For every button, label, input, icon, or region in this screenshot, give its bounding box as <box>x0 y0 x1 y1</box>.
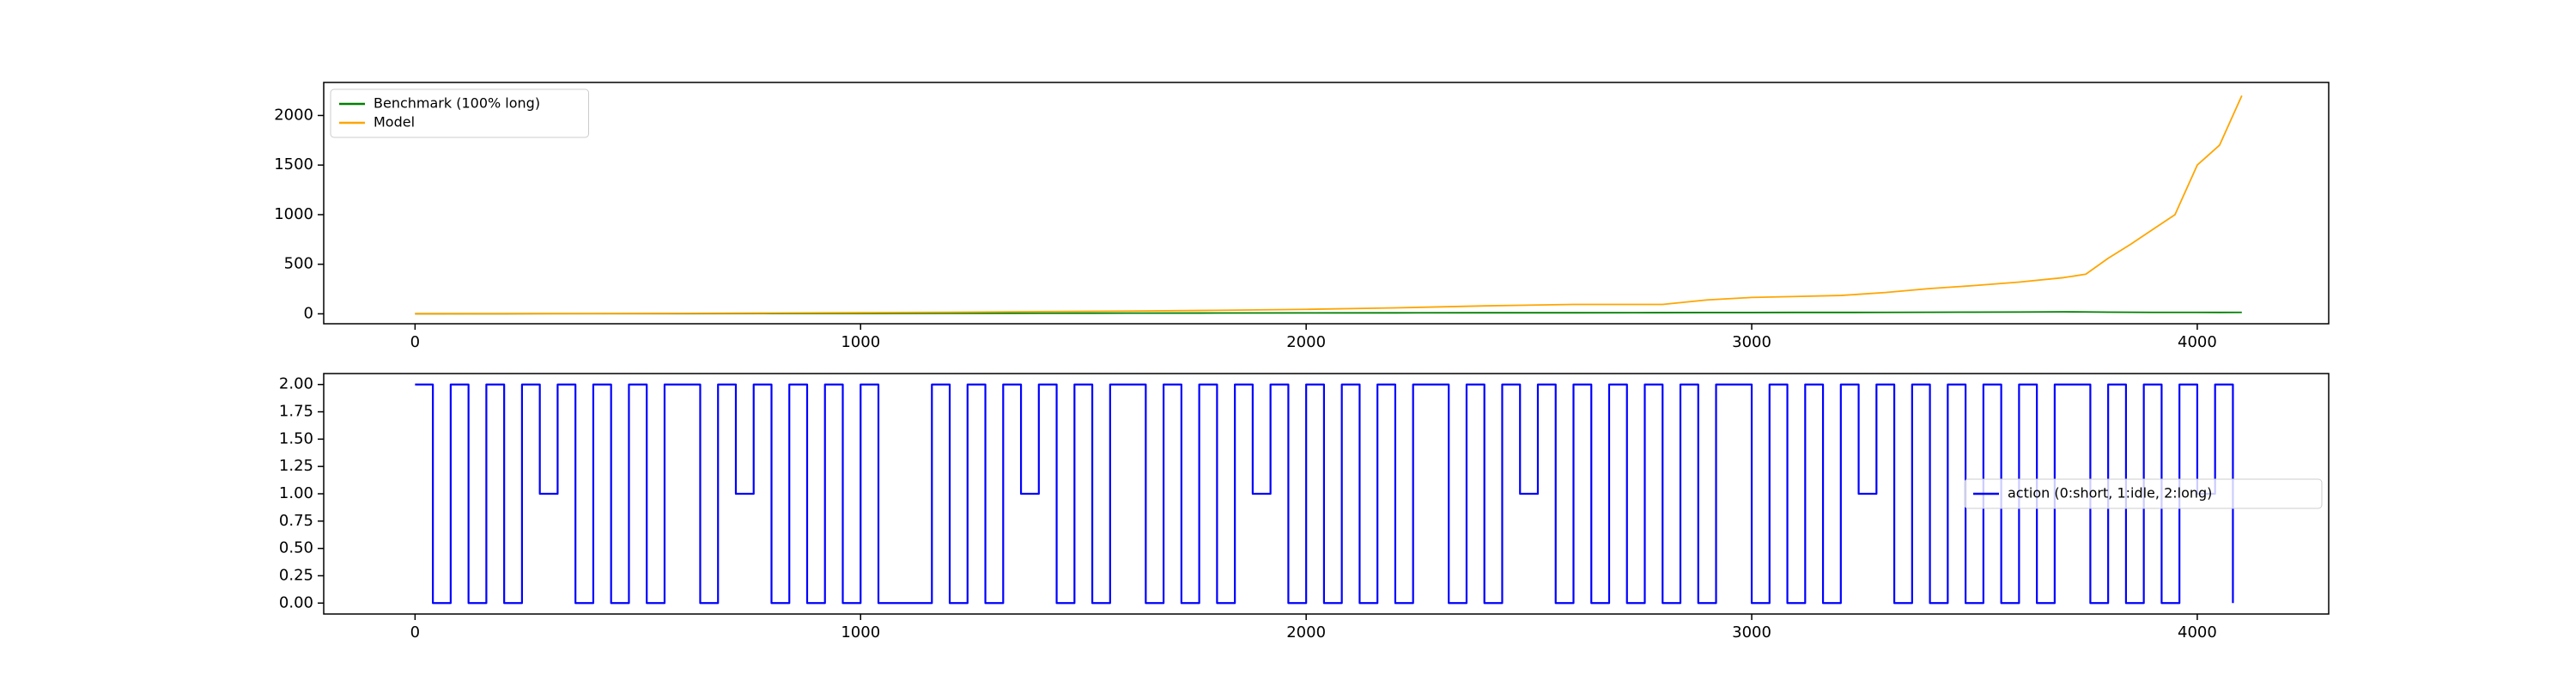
legend: action (0:short, 1:idle, 2:long) <box>1964 478 2323 509</box>
legend-box <box>330 88 589 138</box>
axes-frame <box>323 373 2330 615</box>
series-line <box>415 94 2243 315</box>
y-tick-label: 1.75 <box>279 403 313 421</box>
x-tick-label: 1000 <box>841 333 880 351</box>
x-tick-label: 4000 <box>2178 623 2217 641</box>
legend-label: action (0:short, 1:idle, 2:long) <box>2008 485 2212 502</box>
y-tick-label: 0 <box>304 304 313 322</box>
y-tick-label: 1.25 <box>279 457 313 475</box>
x-tick-label: 0 <box>410 623 420 641</box>
y-tick-label: 1000 <box>274 205 313 223</box>
y-tick-label: 1.50 <box>279 429 313 447</box>
y-tick-label: 2.00 <box>279 375 313 393</box>
legend-label: Model <box>374 114 415 131</box>
x-tick-label: 2000 <box>1286 623 1326 641</box>
legend-box <box>1964 478 2323 509</box>
x-tick-label: 4000 <box>2178 333 2217 351</box>
x-tick-label: 3000 <box>1732 623 1771 641</box>
y-tick-label: 0.75 <box>279 512 313 530</box>
legend-label: Benchmark (100% long) <box>374 95 540 112</box>
x-tick-label: 1000 <box>841 623 880 641</box>
series-line <box>415 311 2242 315</box>
legend: Benchmark (100% long) Model <box>330 88 589 138</box>
x-tick-label: 0 <box>410 333 420 351</box>
axes-frame <box>323 82 2330 325</box>
x-tick-label: 2000 <box>1286 333 1326 351</box>
y-tick-label: 2000 <box>274 106 313 124</box>
y-tick-label: 500 <box>284 255 313 273</box>
y-tick-label: 0.25 <box>279 566 313 584</box>
y-tick-label: 1500 <box>274 155 313 173</box>
y-tick-label: 0.00 <box>279 593 313 611</box>
y-tick-label: 0.50 <box>279 539 313 557</box>
y-tick-label: 1.00 <box>279 484 313 502</box>
series-line <box>415 383 2234 605</box>
x-tick-label: 3000 <box>1732 333 1771 351</box>
